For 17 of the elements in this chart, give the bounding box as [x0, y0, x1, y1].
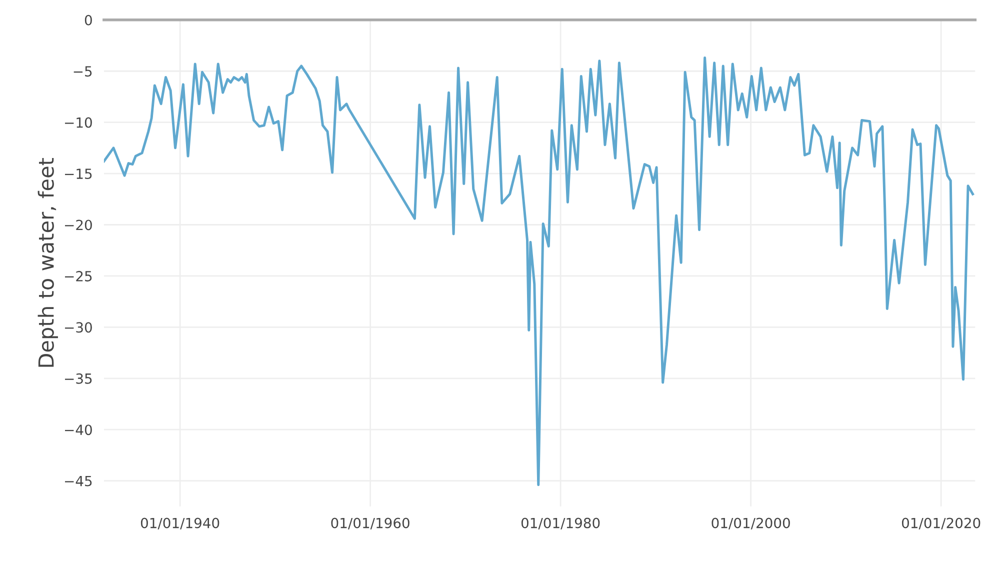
y-tick-label: −5	[74, 66, 92, 77]
y-tick-label: −20	[65, 220, 92, 230]
y-tick-label: −10	[65, 117, 92, 128]
x-tick-label: 01/01/2000	[712, 518, 790, 530]
y-tick-label: −40	[65, 424, 92, 436]
y-tick-label: 0	[84, 14, 92, 26]
y-tick-label: −30	[65, 322, 92, 333]
line-series	[104, 56, 974, 486]
x-tick-label: 01/01/2020	[902, 518, 980, 530]
x-tick-label: 01/01/1940	[140, 518, 220, 530]
y-tick-label: −15	[65, 168, 92, 180]
y-axis-title: Depth to water, feet	[38, 158, 58, 367]
y-tick-label: −35	[65, 373, 92, 384]
x-tick-label: 01/01/1980	[521, 518, 600, 530]
x-tick-label: 01/01/1960	[331, 518, 410, 530]
y-tick-label: −45	[65, 476, 92, 486]
y-tick-label: −25	[65, 270, 92, 282]
